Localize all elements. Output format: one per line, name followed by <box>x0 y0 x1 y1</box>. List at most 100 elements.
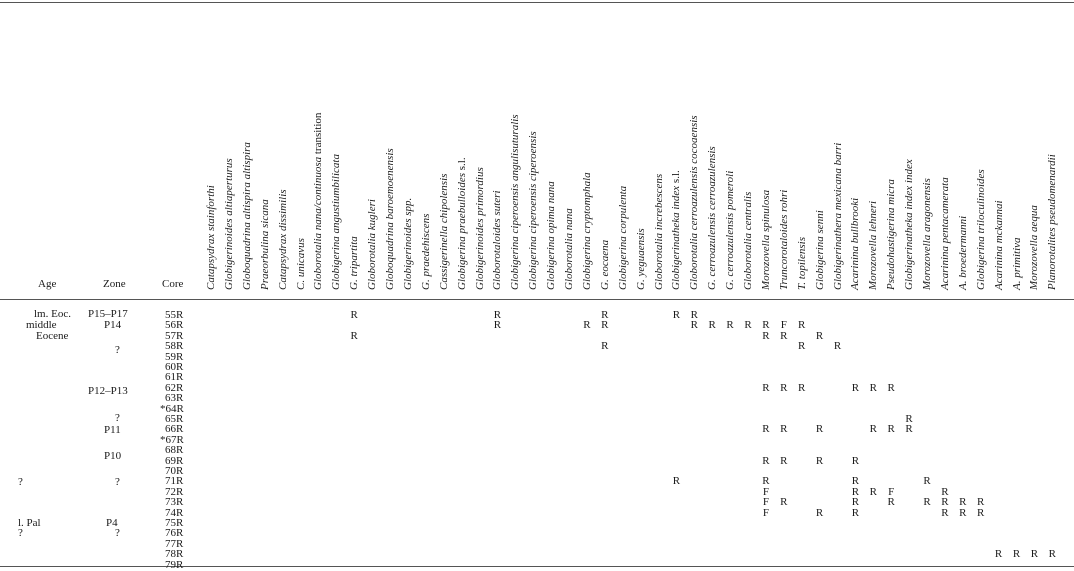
occurrence-mark: R <box>851 475 860 488</box>
species-name: Morozovella aequa <box>1028 205 1041 290</box>
occurrence-mark: R <box>493 319 502 332</box>
species-header: A. primitiva <box>1011 237 1023 290</box>
occurrence-mark: R <box>493 309 502 321</box>
species-header: T. topilensis <box>796 237 808 290</box>
occurrence-mark: R <box>1048 548 1056 561</box>
species-name: Globigerina corpulenta <box>616 185 629 290</box>
species-header: Globigerina senni <box>814 210 826 290</box>
species-header: Cassigerinella chipolensis <box>438 174 450 290</box>
species-name: Acarinina pentacamerata <box>938 177 951 290</box>
header-rule <box>0 299 1074 300</box>
species-name: Globorotalia cerroazulensis cocoaensis <box>688 115 701 290</box>
species-header: Globorotalia kugleri <box>366 199 378 290</box>
age-label: Eocene <box>36 330 69 342</box>
occurrence-mark: R <box>690 319 698 332</box>
occurrence-mark: R <box>959 496 967 509</box>
occurrence-mark: R <box>780 329 788 342</box>
species-name: G. cerroazulensis cerroazulensis <box>706 146 719 290</box>
species-header: Globorotaloides suteri <box>491 190 503 290</box>
species-name: T. topilensis <box>795 237 808 290</box>
species-header: Globigerina opima nana <box>545 181 557 290</box>
age-label: ? <box>18 527 23 539</box>
species-name: Morozovella aragonensis <box>921 178 933 290</box>
core-id: 73R <box>165 496 184 509</box>
occurrence-mark: R <box>601 319 609 332</box>
species-name: G. praedehiscens <box>419 213 432 290</box>
species-header: Globigerina praebulloides s.l. <box>456 157 468 290</box>
occurrence-mark: R <box>994 548 1003 561</box>
species-name: Praeorbulina sicana <box>258 199 271 290</box>
species-header: Planorotalites pseudomenardii <box>1046 154 1058 290</box>
species-header: Globorotalia centralis <box>742 192 754 290</box>
occurrence-mark: R <box>798 381 806 394</box>
species-header: G. cerroazulensis cerroazulensis <box>706 146 718 290</box>
species-header: Catapsydrax dissimilis <box>277 189 289 290</box>
occurrence-mark: R <box>851 381 860 394</box>
core-id: *67R <box>160 433 184 446</box>
occurrence-mark: R <box>923 475 931 488</box>
species-header: Acarinina bullbrooki <box>849 198 861 290</box>
species-name: Globigerinoides spp. <box>401 197 414 290</box>
occurrence-mark: R <box>815 454 824 467</box>
species-name: Globigerina triloculinoides <box>974 169 987 290</box>
occurrence-mark: R <box>762 423 770 436</box>
occurrence-mark: R <box>672 475 681 488</box>
species-name: Morozovella spinulosa <box>759 189 772 290</box>
occurrence-mark: R <box>762 381 770 394</box>
occurrence-mark: R <box>1012 548 1021 561</box>
occurrence-mark: R <box>583 319 591 332</box>
species-qualifier: s.l. <box>670 170 683 186</box>
species-name: A. primitiva <box>1010 237 1023 290</box>
species-header: Globigerinatheka index s.l. <box>670 170 682 290</box>
species-header: Globigerinatheka index index <box>903 159 915 290</box>
species-header: C. unicavus <box>295 238 307 290</box>
core-id: 62R <box>165 381 184 394</box>
occurrence-mark: R <box>690 309 698 321</box>
species-header: Acarinina pentacamerata <box>939 177 951 290</box>
core-id: 74R <box>165 506 184 519</box>
species-header: Morozovella aequa <box>1028 205 1040 290</box>
core-id: 70R <box>165 465 184 477</box>
occurrence-mark: R <box>708 319 716 332</box>
species-name: Globigerinatheka index index <box>903 159 916 290</box>
occurrence-mark: R <box>780 454 788 467</box>
occurrence-mark: R <box>601 340 609 353</box>
species-header: Globoquadrina baroemoenensis <box>384 148 396 290</box>
core-header: Core <box>162 278 184 290</box>
species-name: G. yeguaensis <box>634 228 647 290</box>
species-header: A. broedermanni <box>957 216 969 290</box>
zone-label: P14 <box>104 319 122 331</box>
occurrence-mark: R <box>350 309 358 321</box>
core-id: 78R <box>165 548 184 561</box>
species-name: Acarinina mckannai <box>992 200 1005 290</box>
occurrence-mark: R <box>851 496 860 509</box>
species-header: G. cerroazulensis pomeroli <box>724 171 736 290</box>
occurrence-mark: R <box>905 413 913 425</box>
age-label: lm. Eoc. <box>34 308 71 320</box>
species-header: Praeorbulina sicana <box>259 199 271 290</box>
occurrence-mark: R <box>762 319 770 332</box>
occurrence-mark: F <box>780 319 787 332</box>
occurrence-mark: R <box>762 329 770 342</box>
species-header: Globorotalia increbescens <box>653 174 665 290</box>
occurrence-mark: R <box>780 423 788 436</box>
occurrence-mark: R <box>851 454 860 467</box>
species-header: Acarinina mckannai <box>993 200 1005 290</box>
zone-label: ? <box>115 344 120 356</box>
species-header: Pseudohastigerina micra <box>885 179 897 290</box>
species-header: Globigerinoides altiaperturus <box>223 158 235 290</box>
occurrence-mark: R <box>672 309 681 321</box>
occurrence-mark: R <box>905 423 913 436</box>
species-header: Morozovella spinulosa <box>760 190 772 290</box>
species-name: G. cerroazulensis pomeroli <box>724 170 737 290</box>
occurrence-mark: R <box>869 381 877 394</box>
core-id: 60R <box>165 361 184 373</box>
species-header: Morozovella aragonensis <box>921 178 933 290</box>
species-header: Catapsydrax stainforthi <box>205 185 217 290</box>
species-name: Globigerina senni <box>813 210 826 290</box>
core-id: 66R <box>165 423 184 436</box>
species-header: Truncorotaloides rohri <box>778 190 790 290</box>
species-name: Catapsydrax dissimilis <box>276 189 289 290</box>
bottom-rule <box>0 566 1074 567</box>
species-header: G. eocaena <box>599 240 611 290</box>
